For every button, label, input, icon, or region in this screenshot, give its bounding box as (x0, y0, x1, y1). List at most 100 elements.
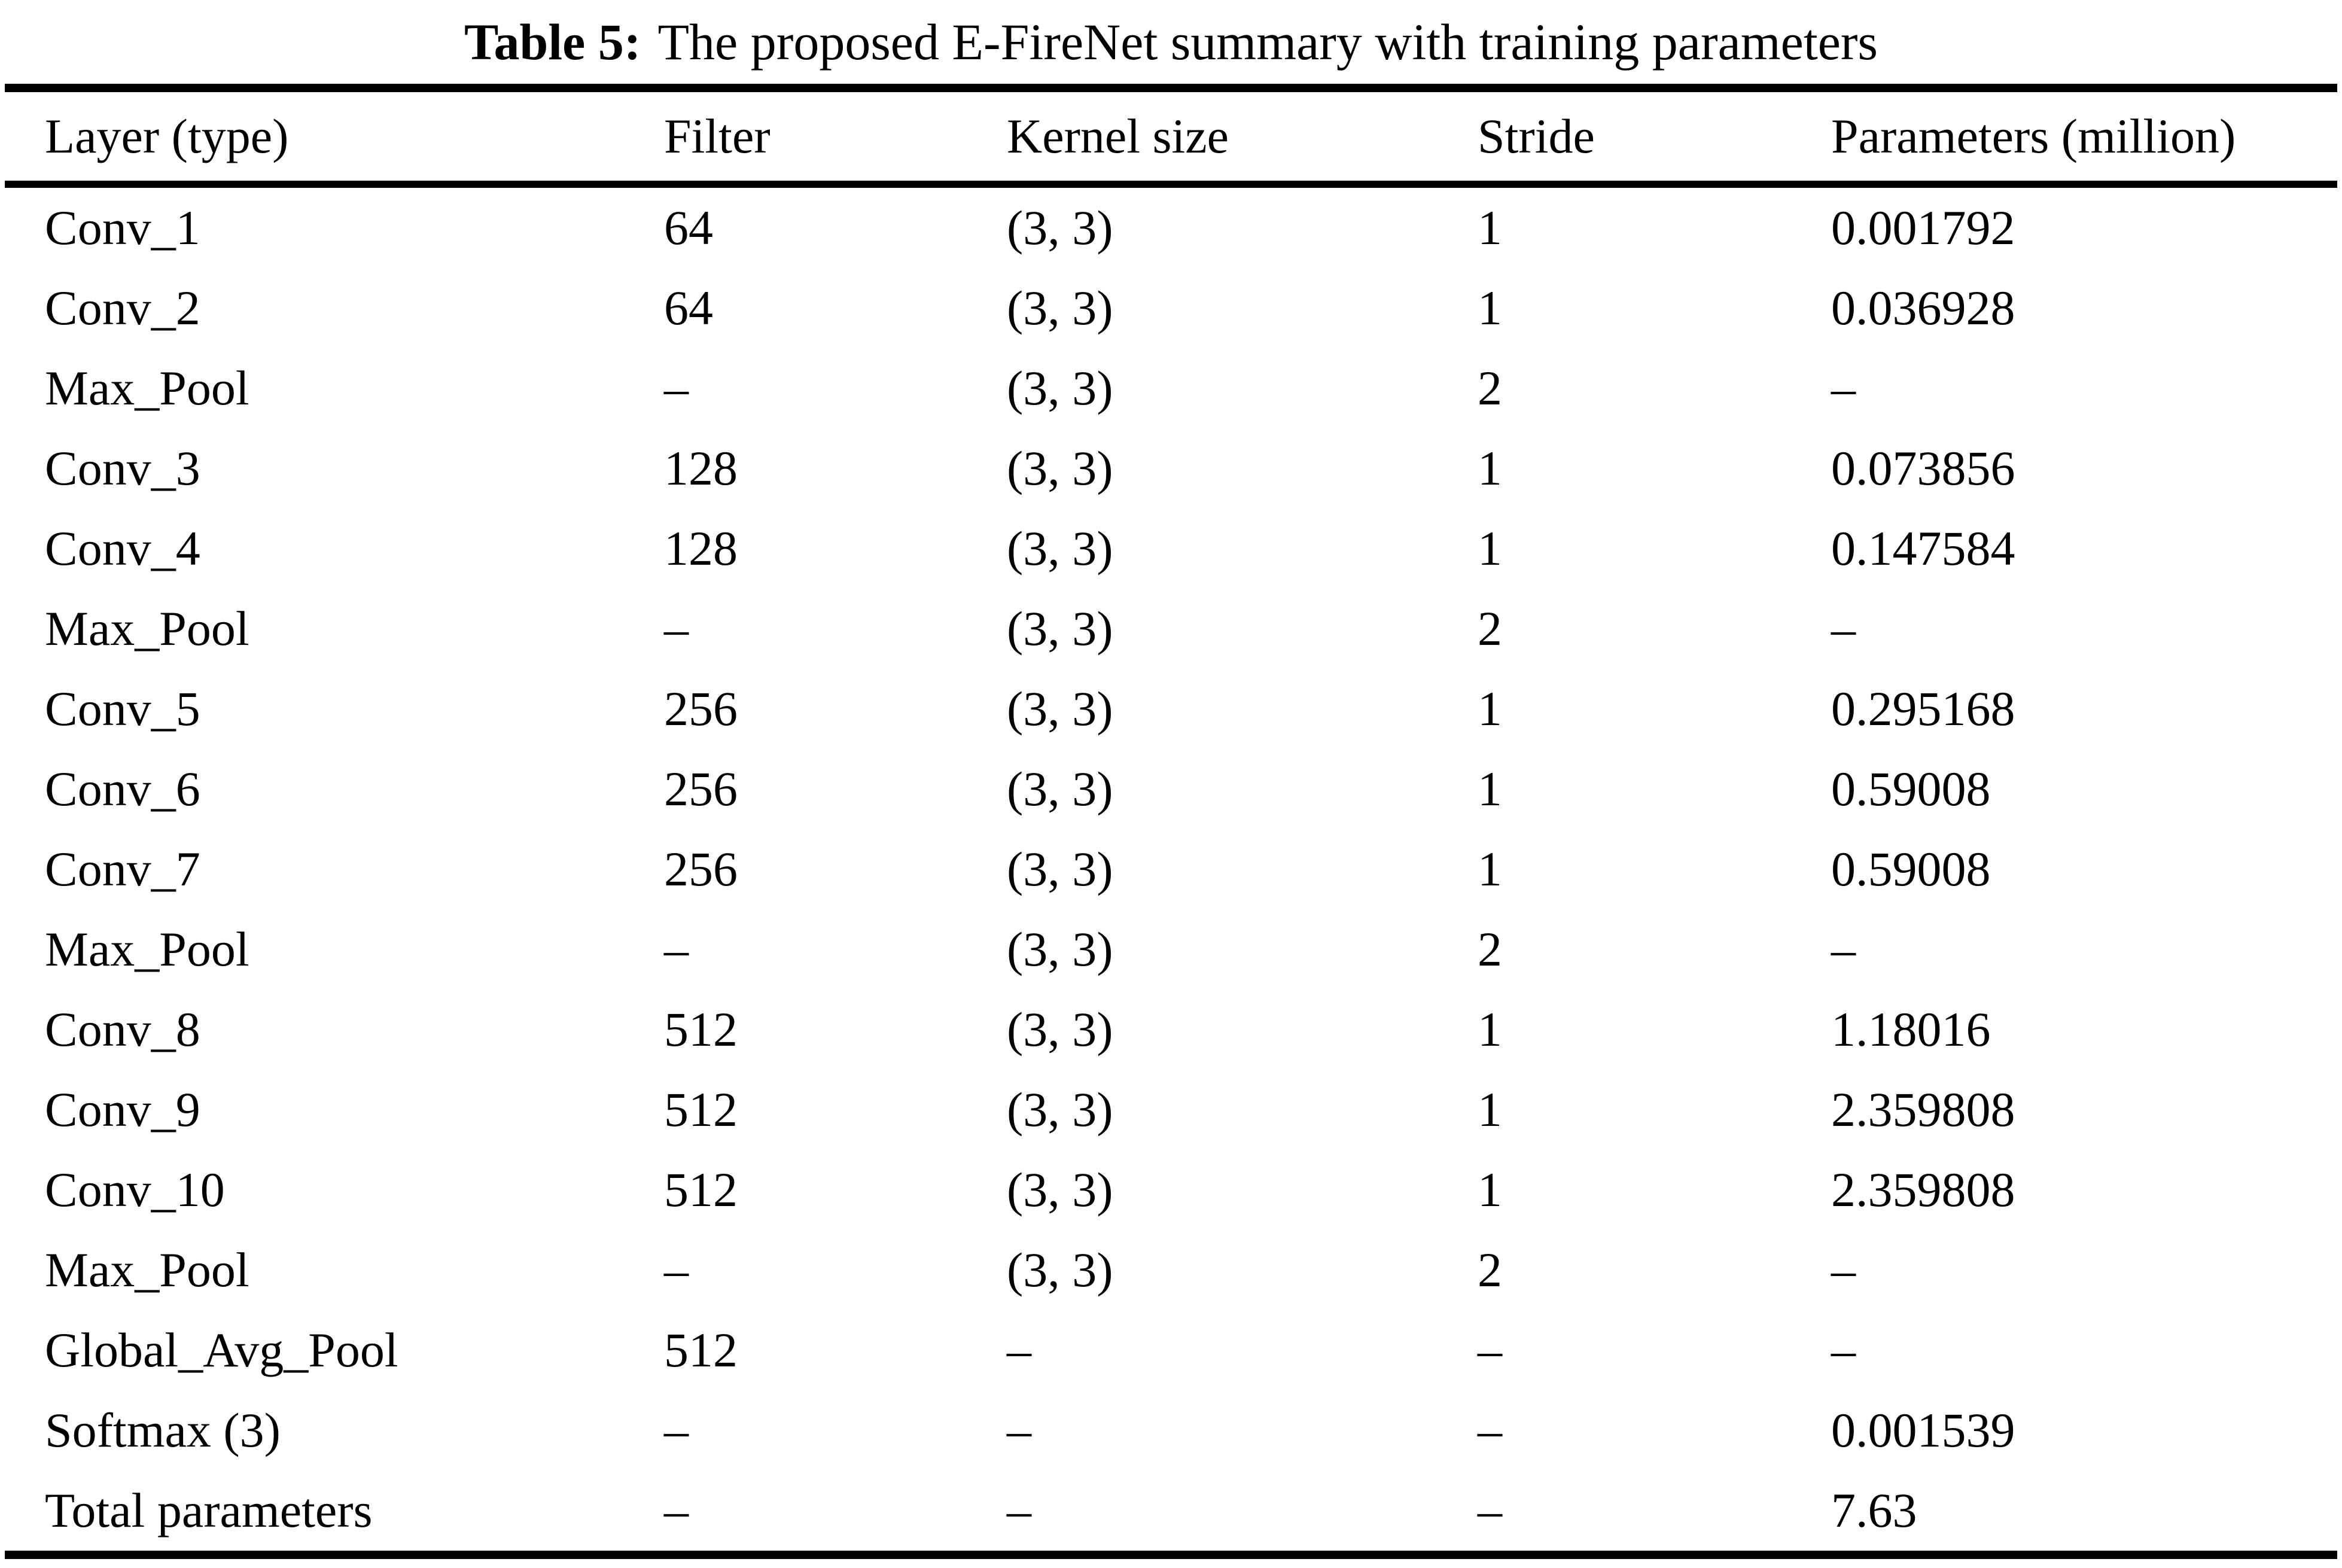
column-header-layer-type: Layer (type) (45, 109, 289, 163)
cell-layer-type: Conv_5 (45, 681, 200, 736)
column-header-parameters: Parameters (million) (1831, 109, 2236, 163)
table-row: Conv_1 64 (3, 3) 1 0.001792 (0, 188, 2342, 268)
cell-layer-type: Conv_9 (45, 1082, 200, 1137)
cell-kernel-size: (3, 3) (1007, 1082, 1113, 1137)
cell-kernel-size: (3, 3) (1007, 521, 1113, 576)
cell-stride: 1 (1478, 1082, 1502, 1137)
cell-filter: 512 (664, 1082, 738, 1137)
cell-kernel-size: – (1007, 1403, 1031, 1457)
table-row: Conv_8 512 (3, 3) 1 1.18016 (0, 989, 2342, 1070)
cell-stride: 1 (1478, 681, 1502, 736)
cell-parameters: 0.036928 (1831, 281, 2015, 335)
cell-parameters: 2.359808 (1831, 1162, 2015, 1217)
cell-filter: – (664, 361, 689, 415)
cell-parameters: 0.147584 (1831, 521, 2015, 576)
cell-filter: 512 (664, 1323, 738, 1377)
cell-layer-type: Conv_8 (45, 1002, 200, 1057)
cell-stride: 1 (1478, 281, 1502, 335)
table-row: Conv_4 128 (3, 3) 1 0.147584 (0, 509, 2342, 589)
cell-layer-type: Conv_10 (45, 1162, 225, 1217)
cell-kernel-size: – (1007, 1483, 1031, 1537)
cell-kernel-size: – (1007, 1323, 1031, 1377)
cell-stride: 1 (1478, 842, 1502, 896)
cell-stride: – (1478, 1483, 1502, 1537)
cell-filter: – (664, 1483, 689, 1537)
table-row: Conv_3 128 (3, 3) 1 0.073856 (0, 428, 2342, 509)
cell-stride: 1 (1478, 1162, 1502, 1217)
cell-stride: 1 (1478, 762, 1502, 816)
cell-stride: 2 (1478, 361, 1502, 415)
cell-filter: – (664, 1403, 689, 1457)
table-row: Max_Pool – (3, 3) 2 – (0, 1230, 2342, 1310)
cell-stride: 1 (1478, 200, 1502, 255)
table-row: Conv_10 512 (3, 3) 1 2.359808 (0, 1150, 2342, 1230)
cell-stride: – (1478, 1403, 1502, 1457)
cell-kernel-size: (3, 3) (1007, 842, 1113, 896)
column-header-stride: Stride (1478, 109, 1595, 163)
table-row: Conv_7 256 (3, 3) 1 0.59008 (0, 829, 2342, 909)
cell-filter: 64 (664, 200, 713, 255)
cell-kernel-size: (3, 3) (1007, 922, 1113, 976)
table-row: Conv_9 512 (3, 3) 1 2.359808 (0, 1070, 2342, 1150)
cell-parameters: 0.59008 (1831, 762, 1991, 816)
cell-kernel-size: (3, 3) (1007, 361, 1113, 415)
cell-kernel-size: (3, 3) (1007, 281, 1113, 335)
cell-layer-type: Conv_6 (45, 762, 200, 816)
cell-filter: 128 (664, 521, 738, 576)
cell-stride: – (1478, 1323, 1502, 1377)
cell-filter: 256 (664, 681, 738, 736)
cell-layer-type: Conv_7 (45, 842, 200, 896)
table-row: Max_Pool – (3, 3) 2 – (0, 909, 2342, 989)
cell-parameters: – (1831, 1243, 1856, 1297)
cell-stride: 2 (1478, 601, 1502, 656)
cell-parameters: 1.18016 (1831, 1002, 1991, 1057)
table-row: Total parameters – – – 7.63 (0, 1470, 2342, 1551)
cell-filter: – (664, 922, 689, 976)
cell-kernel-size: (3, 3) (1007, 681, 1113, 736)
cell-filter: 512 (664, 1162, 738, 1217)
cell-layer-type: Conv_1 (45, 200, 200, 255)
cell-parameters: 2.359808 (1831, 1082, 2015, 1137)
cell-filter: 256 (664, 762, 738, 816)
table-header-row: Layer (type) Filter Kernel size Stride P… (0, 92, 2342, 181)
cell-stride: 1 (1478, 1002, 1502, 1057)
cell-filter: 64 (664, 281, 713, 335)
cell-filter: 256 (664, 842, 738, 896)
cell-kernel-size: (3, 3) (1007, 1162, 1113, 1217)
cell-kernel-size: (3, 3) (1007, 762, 1113, 816)
cell-layer-type: Conv_3 (45, 441, 200, 495)
cell-parameters: – (1831, 361, 1856, 415)
cell-stride: 2 (1478, 922, 1502, 976)
cell-parameters: – (1831, 922, 1856, 976)
cell-layer-type: Global_Avg_Pool (45, 1323, 398, 1377)
cell-parameters: 0.001792 (1831, 200, 2015, 255)
cell-layer-type: Max_Pool (45, 361, 249, 415)
cell-layer-type: Max_Pool (45, 922, 249, 976)
column-header-kernel-size: Kernel size (1007, 109, 1229, 163)
cell-filter: 128 (664, 441, 738, 495)
cell-kernel-size: (3, 3) (1007, 441, 1113, 495)
table-caption: Table 5: The proposed E-FireNet summary w… (0, 0, 2342, 84)
cell-parameters: 0.295168 (1831, 681, 2015, 736)
cell-stride: 1 (1478, 441, 1502, 495)
cell-layer-type: Softmax (3) (45, 1403, 281, 1457)
cell-layer-type: Total parameters (45, 1483, 373, 1537)
table-caption-label: Table 5: (464, 13, 641, 71)
cell-stride: 1 (1478, 521, 1502, 576)
column-header-filter: Filter (664, 109, 770, 163)
cell-filter: – (664, 1243, 689, 1297)
cell-parameters: 0.001539 (1831, 1403, 2015, 1457)
cell-layer-type: Max_Pool (45, 601, 249, 656)
cell-layer-type: Conv_4 (45, 521, 200, 576)
cell-kernel-size: (3, 3) (1007, 1002, 1113, 1057)
cell-parameters: – (1831, 1323, 1856, 1377)
table-row: Max_Pool – (3, 3) 2 – (0, 589, 2342, 669)
table-top-rule (5, 84, 2337, 92)
cell-filter: – (664, 601, 689, 656)
cell-filter: 512 (664, 1002, 738, 1057)
table-caption-text: The proposed E-FireNet summary with trai… (657, 13, 1878, 71)
cell-layer-type: Max_Pool (45, 1243, 249, 1297)
table-row: Conv_5 256 (3, 3) 1 0.295168 (0, 669, 2342, 749)
table-row: Global_Avg_Pool 512 – – – (0, 1310, 2342, 1390)
